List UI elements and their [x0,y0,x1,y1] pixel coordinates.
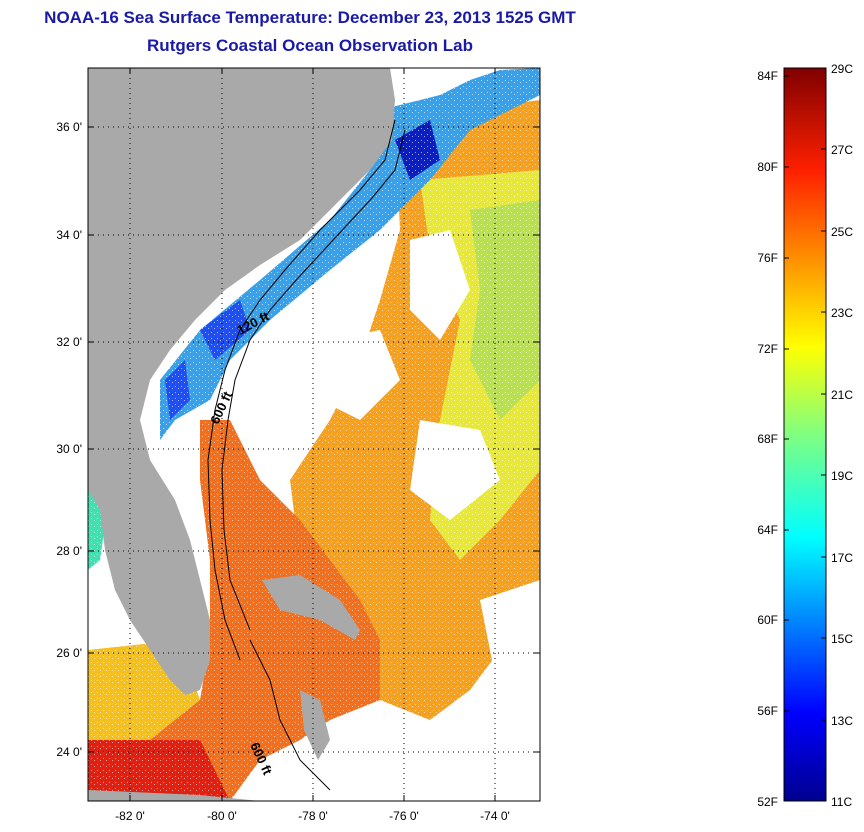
lon-tick-label: -80 0' [207,809,237,823]
isobath-contour [207,119,396,661]
colorbar-f-label: 64F [757,523,778,537]
colorbar-c-label: 21C [831,388,853,402]
cuba-land [88,790,260,801]
colorbar-c-label: 29C [831,62,853,76]
colorbar-c-label: 23C [831,306,853,320]
colorbar-c-label: 25C [831,225,853,239]
lat-tick-label: 28 0' [56,544,82,558]
lat-tick-label: 24 0' [56,745,82,759]
colorbar-f-label: 60F [757,613,778,627]
colorbar-c-label: 15C [831,632,853,646]
andros-island [300,690,330,760]
colorbar-f-label: 72F [757,342,778,356]
lat-tick-label: 26 0' [56,646,82,660]
colorbar-ticks [784,67,826,721]
map-subtitle: Rutgers Coastal Ocean Observation Lab [147,36,473,55]
colorbar-f-label: 84F [757,69,778,83]
lat-tick-label: 36 0' [56,120,82,134]
map-title: NOAA-16 Sea Surface Temperature: Decembe… [44,8,576,27]
colorbar [783,67,827,802]
lat-tick-label: 32 0' [56,335,82,349]
isobath-contour [249,639,331,791]
bahamas-land [262,575,360,640]
map-frame [87,67,541,802]
colorbar-f-label: 68F [757,432,778,446]
colorbar-f-label: 80F [757,160,778,174]
graticule [88,68,540,801]
land-mass [88,68,395,695]
colorbar-c-label: 27C [831,143,853,157]
lon-tick-label: -78 0' [298,809,328,823]
axis-ticks [88,68,540,801]
colorbar-f-label: 56F [757,704,778,718]
lon-tick-label: -76 0' [389,809,419,823]
isobath-contour [221,129,406,631]
sst-image [88,68,540,801]
colorbar-c-label: 19C [831,469,853,483]
lat-tick-label: 34 0' [56,228,82,242]
colorbar-c-label: 13C [831,714,853,728]
colorbar-c-label: 11C [831,795,852,809]
lon-tick-label: -74 0' [480,809,510,823]
colorbar-c-label: 17C [831,551,853,565]
lon-tick-label: -82 0' [115,809,145,823]
lat-tick-label: 30 0' [56,442,82,456]
colorbar-f-label: 76F [757,251,778,265]
colorbar-f-label: 52F [757,795,778,809]
